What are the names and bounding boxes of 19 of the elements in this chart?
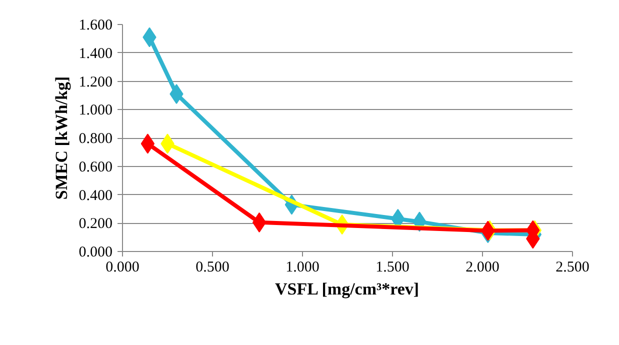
y-tick-label: 1.000	[78, 102, 112, 119]
y-tick-label: 0.000	[78, 244, 112, 260]
y-axis-title: SMEC [kWh/kg]	[52, 76, 71, 200]
point	[252, 212, 266, 232]
y-tick-label: 1.200	[78, 74, 112, 90]
y-tick-label: 0.800	[78, 131, 112, 147]
x-tick-label: 1.500	[376, 260, 410, 276]
y-tick-label: 0.200	[78, 216, 112, 232]
x-tick-label: 0.500	[196, 260, 230, 276]
y-tick-label: 1.400	[78, 46, 112, 62]
y-tick-label: 0.400	[78, 188, 112, 204]
x-tick-label: 2.000	[466, 260, 500, 276]
x-tick-label: 2.500	[556, 260, 590, 276]
point	[140, 134, 155, 154]
y-tick-label: 0.600	[78, 159, 112, 176]
x-tick-label: 1.000	[286, 260, 320, 276]
x-tick-label: 0.000	[106, 260, 140, 276]
x-axis-title: VSFL [mg/cm³*rev]	[275, 280, 420, 298]
y-tick-label: 1.600	[78, 18, 112, 34]
